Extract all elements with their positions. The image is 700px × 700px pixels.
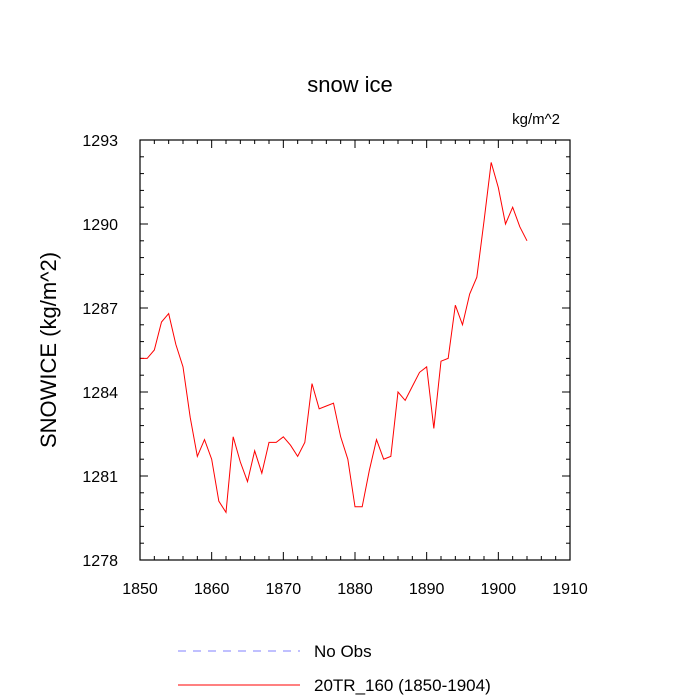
x-tick-label: 1880 (337, 581, 373, 598)
y-tick-label: 1290 (82, 217, 118, 234)
y-axis-label: SNOWICE (kg/m^2) (36, 252, 61, 448)
legend-label: 20TR_160 (1850-1904) (314, 676, 491, 695)
units-label: kg/m^2 (512, 111, 560, 128)
x-tick-label: 1870 (266, 581, 302, 598)
y-tick-label: 1287 (82, 301, 118, 318)
y-tick-label: 1278 (82, 553, 118, 570)
chart-title: snow ice (307, 72, 393, 97)
plot-frame (139, 139, 571, 561)
series-layer (140, 162, 528, 514)
legend: No Obs 20TR_160 (1850-1904) (178, 642, 491, 695)
x-tick-label: 1890 (409, 581, 445, 598)
x-tick-label: 1850 (122, 581, 158, 598)
x-tick-label: 1900 (481, 581, 517, 598)
y-tick-label: 1281 (82, 469, 118, 486)
legend-label: No Obs (314, 642, 372, 661)
x-tick-label: 1910 (552, 581, 588, 598)
x-tick-label: 1860 (194, 581, 230, 598)
axis-ticks: 1850 1860 1870 1880 1890 1900 1910 1278 1281 1284… (82, 133, 587, 598)
y-tick-label: 1284 (82, 385, 118, 402)
y-tick-label: 1293 (82, 133, 118, 150)
series-line-1 (140, 162, 528, 514)
